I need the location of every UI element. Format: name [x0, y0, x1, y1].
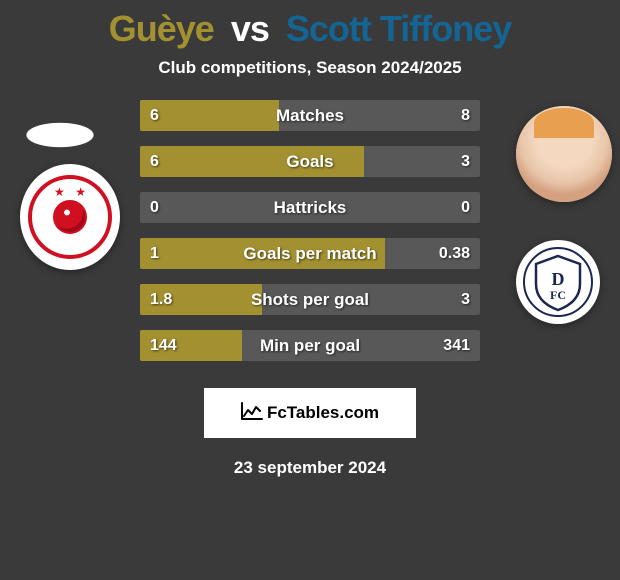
aberdeen-badge: ★ ★ — [28, 175, 112, 259]
face-placeholder — [516, 106, 612, 202]
stat-row: 68Matches — [140, 100, 480, 131]
stat-label: Goals per match — [140, 238, 480, 269]
stat-row: 00Hattricks — [140, 192, 480, 223]
page-title: Guèye vs Scott Tiffoney — [0, 8, 620, 50]
stat-label: Goals — [140, 146, 480, 177]
stat-row: 10.38Goals per match — [140, 238, 480, 269]
date-text: 23 september 2024 — [0, 458, 620, 478]
stat-row: 144341Min per goal — [140, 330, 480, 361]
dundee-badge: D FC — [523, 247, 593, 317]
stat-row: 63Goals — [140, 146, 480, 177]
chart-icon — [241, 402, 263, 425]
star-icon: ★ — [54, 185, 65, 199]
stat-label: Min per goal — [140, 330, 480, 361]
svg-text:FC: FC — [550, 288, 566, 302]
stat-label: Shots per goal — [140, 284, 480, 315]
branding-box: FcTables.com — [204, 388, 416, 438]
player2-avatar — [516, 106, 612, 202]
svg-text:D: D — [552, 269, 565, 289]
stat-label: Matches — [140, 100, 480, 131]
stat-label: Hattricks — [140, 192, 480, 223]
comparison-content: ★ ★ D FC 68Matches 63Goals 00Hattricks 10.3… — [0, 100, 620, 380]
player2-club-badge: D FC — [516, 240, 600, 324]
stat-row: 1.83Shots per goal — [140, 284, 480, 315]
player1-name: Guèye — [109, 8, 214, 49]
player2-name: Scott Tiffoney — [286, 8, 511, 49]
football-icon — [53, 200, 87, 234]
vs-text: vs — [231, 8, 269, 49]
subtitle: Club competitions, Season 2024/2025 — [0, 58, 620, 78]
header: Guèye vs Scott Tiffoney Club competition… — [0, 0, 620, 78]
shield-icon: D FC — [528, 252, 588, 312]
star-icon: ★ — [75, 185, 86, 199]
player1-avatar — [8, 115, 112, 155]
branding-text: FcTables.com — [267, 403, 379, 423]
player1-club-badge: ★ ★ — [20, 164, 120, 270]
stat-bars: 68Matches 63Goals 00Hattricks 10.38Goals pe… — [140, 100, 480, 376]
